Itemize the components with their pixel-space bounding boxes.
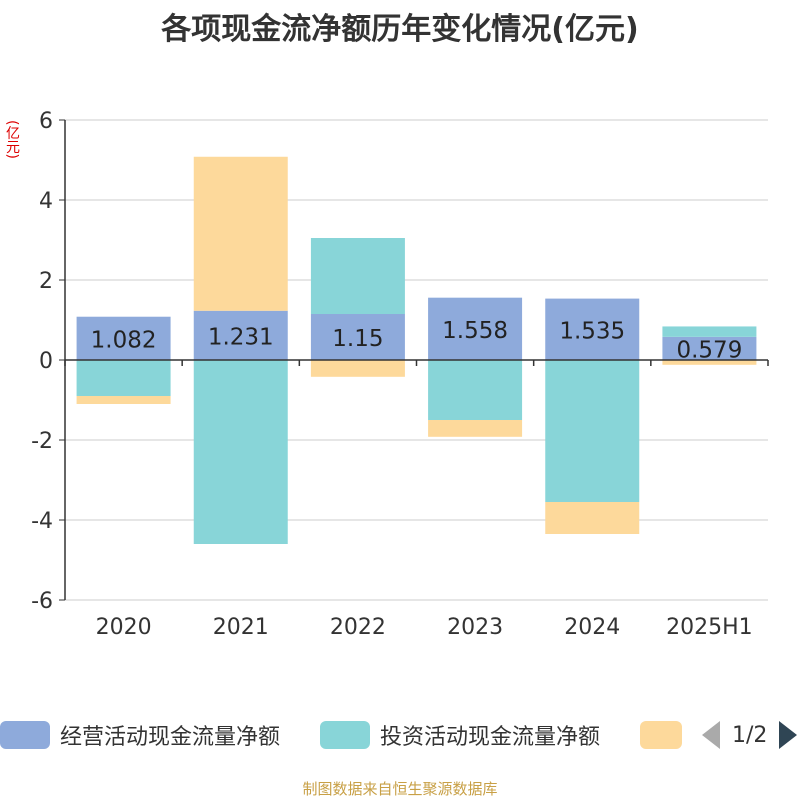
legend-swatch-operating	[0, 721, 50, 749]
x-tick-label-2023: 2023	[447, 615, 503, 640]
bar-2021-series-2	[193, 156, 288, 311]
pager-prev-icon[interactable]	[702, 721, 720, 749]
bar-2023-series-1	[428, 360, 523, 420]
bar-2021-series-1	[193, 360, 288, 544]
legend-label-investing: 投资活动现金流量净额	[380, 725, 601, 750]
y-tick-label: -2	[31, 429, 53, 454]
bar-2021-series-0	[193, 310, 288, 360]
bar-2020-series-0	[76, 316, 171, 360]
data-label-2025H1: 0.579	[676, 337, 742, 363]
x-tick-label-2020: 2020	[96, 615, 152, 640]
x-tick-label-2021: 2021	[213, 615, 269, 640]
data-label-2021: 1.231	[208, 324, 274, 350]
bar-2024-series-0	[545, 298, 640, 360]
bar-2025H1-series-2	[662, 360, 757, 365]
legend-swatch-investing	[320, 721, 370, 749]
bar-2020-series-2	[76, 396, 171, 404]
legend-swatch-financing	[640, 721, 682, 749]
bar-2024-series-2	[545, 502, 640, 534]
bars	[76, 156, 757, 544]
y-tick-label: 6	[39, 109, 53, 134]
bar-2025H1-series-0	[662, 336, 757, 360]
bar-2022-series-0	[310, 314, 405, 360]
y-tick-label: -6	[31, 589, 53, 614]
legend-item-investing[interactable]: 投资活动现金流量净额	[320, 720, 600, 750]
pager-next-icon[interactable]	[779, 721, 798, 749]
source-note: 制图数据来自恒生聚源数据库	[302, 780, 498, 798]
bar-2022-series-2	[310, 360, 405, 377]
y-axis-unit-label: (亿元)	[4, 120, 20, 159]
bar-2022-series-1	[310, 238, 405, 314]
data-label-2020: 1.082	[91, 327, 157, 353]
y-tick-label: 0	[39, 349, 53, 374]
pager-page-indicator: 1/2	[732, 722, 768, 748]
data-label-2023: 1.558	[442, 318, 508, 344]
y-tick-label: -4	[31, 509, 53, 534]
legend-pager: 1/2	[702, 720, 798, 750]
data-label-2022: 1.15	[332, 326, 383, 352]
x-tick-label-2025H1: 2025H1	[666, 615, 753, 640]
data-label-2024: 1.535	[559, 318, 625, 344]
y-tick-label: 2	[39, 269, 53, 294]
legend-item-operating[interactable]: 经营活动现金流量净额	[0, 720, 280, 750]
bar-2024-series-1	[545, 360, 640, 502]
y-tick-label: 4	[39, 189, 53, 214]
chart-title: 各项现金流净额历年变化情况(亿元)	[161, 12, 639, 47]
bar-2025H1-series-1	[662, 326, 757, 337]
axes: -6 -4 -2 0 2 4 6 2020 2021 2022 2023 2024 2025H1	[31, 109, 769, 640]
data-labels: 1.082 1.231 1.15 1.558 1.535 0.579	[91, 318, 743, 364]
bar-chart: -6 -4 -2 0 2 4 6 2020 2021 2022 2023 2024 2025H1 1.0…	[31, 109, 769, 640]
legend-item-financing[interactable]	[640, 720, 692, 750]
bar-2023-series-0	[428, 297, 523, 360]
bar-2023-series-2	[428, 420, 523, 437]
legend: 经营活动现金流量净额 投资活动现金流量净额 1/2	[0, 716, 800, 756]
legend-label-operating: 经营活动现金流量净额	[60, 725, 281, 750]
bar-2020-series-1	[76, 360, 171, 396]
x-tick-label-2022: 2022	[330, 615, 386, 640]
x-tick-label-2024: 2024	[564, 615, 620, 640]
